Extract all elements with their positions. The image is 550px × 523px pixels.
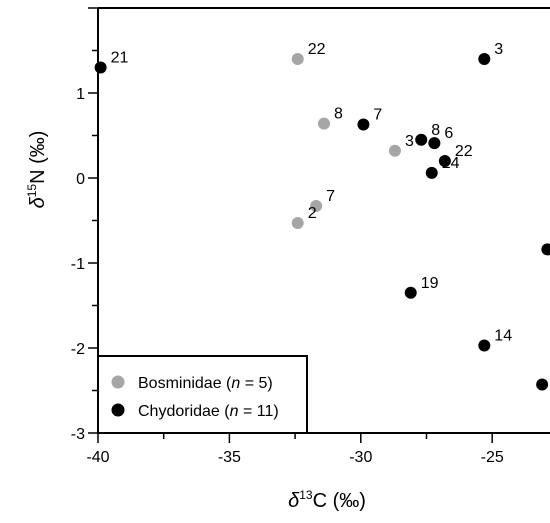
y-axis-title: δ15N (‰)	[25, 131, 49, 209]
point-label-chydoridae: 3	[494, 41, 503, 58]
point-label-chydoridae: 19	[421, 275, 439, 292]
point-chydoridae	[357, 118, 370, 131]
x-tick-label: -30	[349, 449, 372, 466]
y-tick-label: -3	[71, 426, 85, 443]
y-tick-label: -2	[71, 341, 85, 358]
x-tick-label: -40	[86, 449, 109, 466]
x-tick-label: -25	[481, 449, 504, 466]
point-chydoridae	[425, 166, 438, 179]
point-chydoridae	[478, 339, 491, 352]
point-bosminidae	[310, 200, 323, 213]
point-label-chydoridae: 24	[442, 155, 460, 172]
legend-label-bosminidae: Bosminidae (n = 5)	[138, 375, 273, 392]
point-chydoridae	[428, 137, 441, 150]
point-label-chydoridae: 8	[431, 122, 440, 139]
x-axis-title: δ13C (‰)	[288, 488, 366, 512]
point-label-bosminidae: 8	[334, 106, 343, 123]
point-label-bosminidae: 22	[308, 41, 326, 58]
point-chydoridae	[536, 378, 549, 391]
data-points: 22837221378622242319142	[94, 41, 550, 391]
y-tick-label: -1	[71, 256, 85, 273]
point-chydoridae	[438, 155, 451, 167]
y-tick-label: 0	[76, 171, 85, 188]
point-label-chydoridae: 7	[373, 106, 382, 123]
point-bosminidae	[388, 144, 401, 157]
y-tick-label: 1	[76, 86, 85, 103]
point-label-bosminidae: 2	[308, 205, 317, 222]
point-chydoridae	[94, 61, 107, 74]
legend-box	[97, 355, 308, 434]
point-label-chydoridae: 22	[455, 143, 473, 160]
point-label-bosminidae: 3	[405, 133, 414, 150]
legend-marker-chydoridae	[111, 403, 125, 417]
legend: Bosminidae (n = 5) Chydoridae (n = 11)	[97, 355, 308, 434]
axis-titles: δ13C (‰) δ15N (‰)	[25, 131, 366, 512]
point-chydoridae	[404, 286, 417, 299]
point-chydoridae	[478, 53, 491, 65]
point-bosminidae	[291, 53, 304, 65]
point-chydoridae	[541, 243, 550, 256]
point-bosminidae	[291, 217, 304, 230]
legend-marker-bosminidae	[111, 375, 125, 389]
point-chydoridae	[415, 133, 428, 146]
point-label-bosminidae: 7	[326, 188, 335, 205]
point-bosminidae	[318, 117, 330, 130]
point-label-chydoridae: 6	[444, 125, 453, 142]
legend-label-chydoridae: Chydoridae (n = 11)	[138, 403, 279, 420]
point-label-chydoridae: 21	[111, 50, 129, 67]
point-label-chydoridae: 14	[494, 327, 512, 344]
x-tick-label: -35	[218, 449, 241, 466]
